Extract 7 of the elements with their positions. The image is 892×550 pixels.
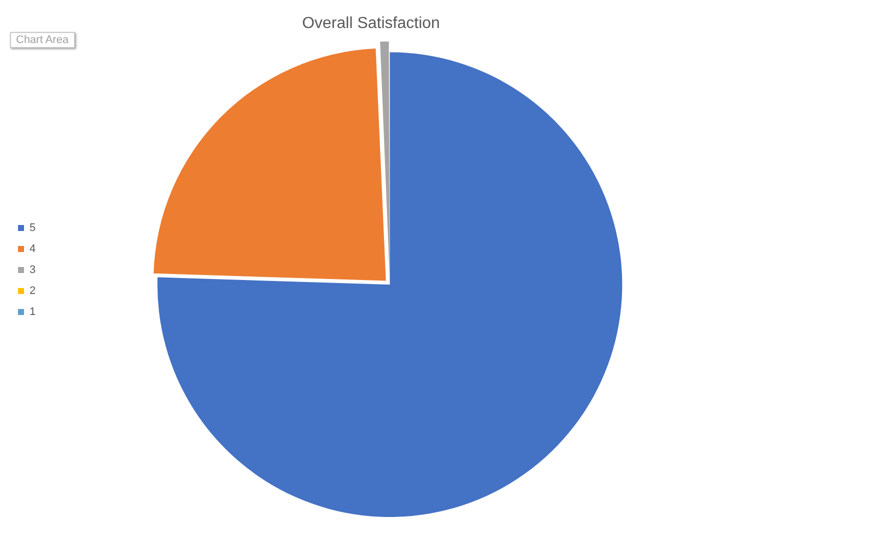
chart-title: Overall Satisfaction <box>302 15 440 32</box>
legend-label: 4 <box>30 243 36 256</box>
legend-label: 3 <box>30 264 36 276</box>
legend-label: 1 <box>30 306 36 318</box>
legend-label: 5 <box>30 222 36 234</box>
legend-label: 2 <box>30 285 36 298</box>
text: Chart Area <box>10 32 75 48</box>
